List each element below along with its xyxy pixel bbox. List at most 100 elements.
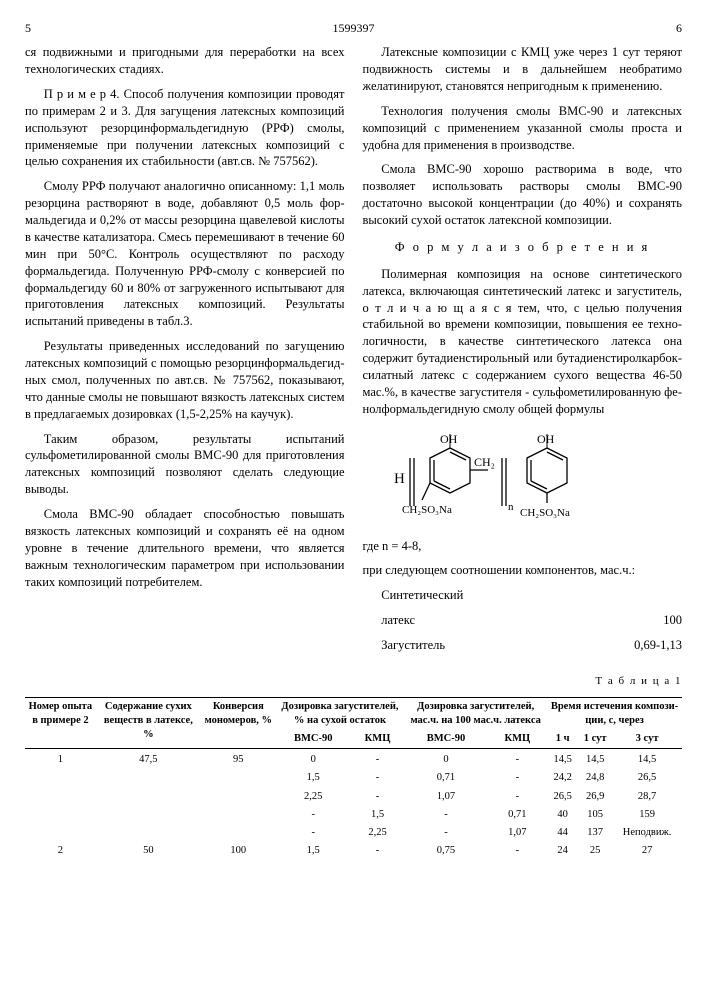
ratio-intro: при следующем соотношении компонен­тов, …: [363, 562, 683, 579]
table-cell: 1,07: [404, 788, 487, 806]
table-cell: 1,5: [351, 806, 405, 824]
table-cell: 26,9: [578, 788, 612, 806]
table-cell: 2,25: [351, 824, 405, 842]
body-text: Технология получения смолы ВМС-90 и лате…: [363, 103, 683, 154]
table-cell: -: [276, 806, 351, 824]
table-cell: 1,5: [276, 769, 351, 787]
table-cell: 44: [547, 824, 578, 842]
table-cell: [201, 769, 276, 787]
table-cell: 24,2: [547, 769, 578, 787]
table-cell: [25, 824, 96, 842]
right-column: Латексные композиции с КМЦ уже че­рез 1 …: [363, 44, 683, 662]
table-cell: [96, 769, 201, 787]
table-cell: 105: [578, 806, 612, 824]
table-cell: [96, 824, 201, 842]
table-cell: 25: [578, 842, 612, 860]
table-row: -2,25-1,0744137Неподвиж.: [25, 824, 682, 842]
table-row: 1,5-0,71-24,224,826,5: [25, 769, 682, 787]
formula-where: где n = 4-8,: [363, 538, 683, 555]
ratio-value: 0,69-1,13: [634, 637, 682, 654]
body-text: Смола ВМС-90 хорошо растворима в воде, ч…: [363, 161, 683, 229]
table-row: 2,25-1,07-26,526,928,7: [25, 788, 682, 806]
chemical-formula: H OH CH₂ CH₂SO₃Na n OH: [363, 428, 683, 528]
col-subheader: 1 ч: [547, 730, 578, 749]
svg-text:OH: OH: [440, 432, 458, 446]
table-cell: -: [488, 769, 547, 787]
data-table: Номер опыта в при­мере 2 Содержа­ние су­…: [25, 697, 682, 861]
page-num-right: 6: [465, 20, 682, 36]
patent-number: 1599397: [245, 20, 462, 36]
table-cell: -: [488, 842, 547, 860]
svg-text:H: H: [394, 471, 405, 487]
formula-heading: Ф о р м у л а и з о б р е т е н и я: [363, 239, 683, 256]
table-cell: [25, 788, 96, 806]
table-cell: 95: [201, 749, 276, 770]
ratio-line: латекс 100: [363, 612, 683, 629]
col-subheader: КМЦ: [351, 730, 405, 749]
table-cell: -: [351, 749, 405, 770]
col-subheader: ВМС-90: [404, 730, 487, 749]
body-text: Таким образом, результаты испыта­ний сул…: [25, 431, 345, 499]
table-cell: 50: [96, 842, 201, 860]
col-subheader: ВМС-90: [276, 730, 351, 749]
ratio-label: Загуститель: [381, 637, 445, 654]
table-cell: 26,5: [612, 769, 682, 787]
body-text: Полимерная композиция на основе синтетич…: [363, 266, 683, 418]
body-text: Результаты приведенных исследова­ний по …: [25, 338, 345, 422]
svg-text:OH: OH: [537, 432, 555, 446]
table-cell: 24,8: [578, 769, 612, 787]
table-cell: 14,5: [578, 749, 612, 770]
table-cell: 24: [547, 842, 578, 860]
body-text: Смола ВМС-90 обладает способностью повыш…: [25, 506, 345, 590]
col-header: Содержа­ние су­хих ве­ществ в латек­се, …: [96, 697, 201, 749]
table-cell: Неподвиж.: [612, 824, 682, 842]
table-cell: 2,25: [276, 788, 351, 806]
table-cell: 2: [25, 842, 96, 860]
table-cell: -: [488, 788, 547, 806]
table-cell: 14,5: [612, 749, 682, 770]
col-header: Время истечения компози­ции, с, через: [547, 697, 682, 730]
table-cell: [201, 806, 276, 824]
ratio-label: латекс: [381, 612, 415, 629]
table-cell: -: [488, 749, 547, 770]
table-cell: -: [351, 842, 405, 860]
two-column-body: ся подвижными и пригодными для пе­рерабо…: [25, 44, 682, 662]
table-cell: -: [351, 788, 405, 806]
col-header: Дозировка загусти­телей, % на сухой оста…: [276, 697, 405, 730]
svg-text:n: n: [508, 501, 514, 513]
col-subheader: 1 сут: [578, 730, 612, 749]
table-title: Т а б л и ц а 1: [25, 674, 682, 689]
table-cell: 0,71: [488, 806, 547, 824]
table-cell: [201, 788, 276, 806]
table-cell: 0,71: [404, 769, 487, 787]
table-cell: [201, 824, 276, 842]
table-cell: -: [276, 824, 351, 842]
table-row: 2501001,5-0,75-242527: [25, 842, 682, 860]
col-subheader: КМЦ: [488, 730, 547, 749]
table-cell: 0: [276, 749, 351, 770]
table-row: 147,5950-0-14,514,514,5: [25, 749, 682, 770]
table-cell: 137: [578, 824, 612, 842]
body-text: Латексные композиции с КМЦ уже че­рез 1 …: [363, 44, 683, 95]
ratio-line: Загуститель 0,69-1,13: [363, 637, 683, 654]
ratio-value: 100: [663, 612, 682, 629]
table-cell: 14,5: [547, 749, 578, 770]
table-cell: -: [404, 806, 487, 824]
table-cell: 1,07: [488, 824, 547, 842]
col-header: Номер опыта в при­мере 2: [25, 697, 96, 749]
col-subheader: 3 сут: [612, 730, 682, 749]
table-cell: 26,5: [547, 788, 578, 806]
body-text: Смолу РРФ получают аналогично опи­санном…: [25, 178, 345, 330]
col-header: Конвер­сия мо­номе­ров, %: [201, 697, 276, 749]
svg-text:CH₂SO₃Na: CH₂SO₃Na: [520, 507, 570, 519]
table-cell: -: [404, 824, 487, 842]
table-cell: [25, 769, 96, 787]
svg-text:CH₂SO₃Na: CH₂SO₃Na: [402, 504, 452, 516]
table-cell: 100: [201, 842, 276, 860]
table-cell: 40: [547, 806, 578, 824]
table-cell: [96, 788, 201, 806]
ratio-line: Синтетический: [363, 587, 683, 604]
table-cell: 1,5: [276, 842, 351, 860]
table-cell: [96, 806, 201, 824]
table-body: 147,5950-0-14,514,514,51,5-0,71-24,224,8…: [25, 749, 682, 861]
